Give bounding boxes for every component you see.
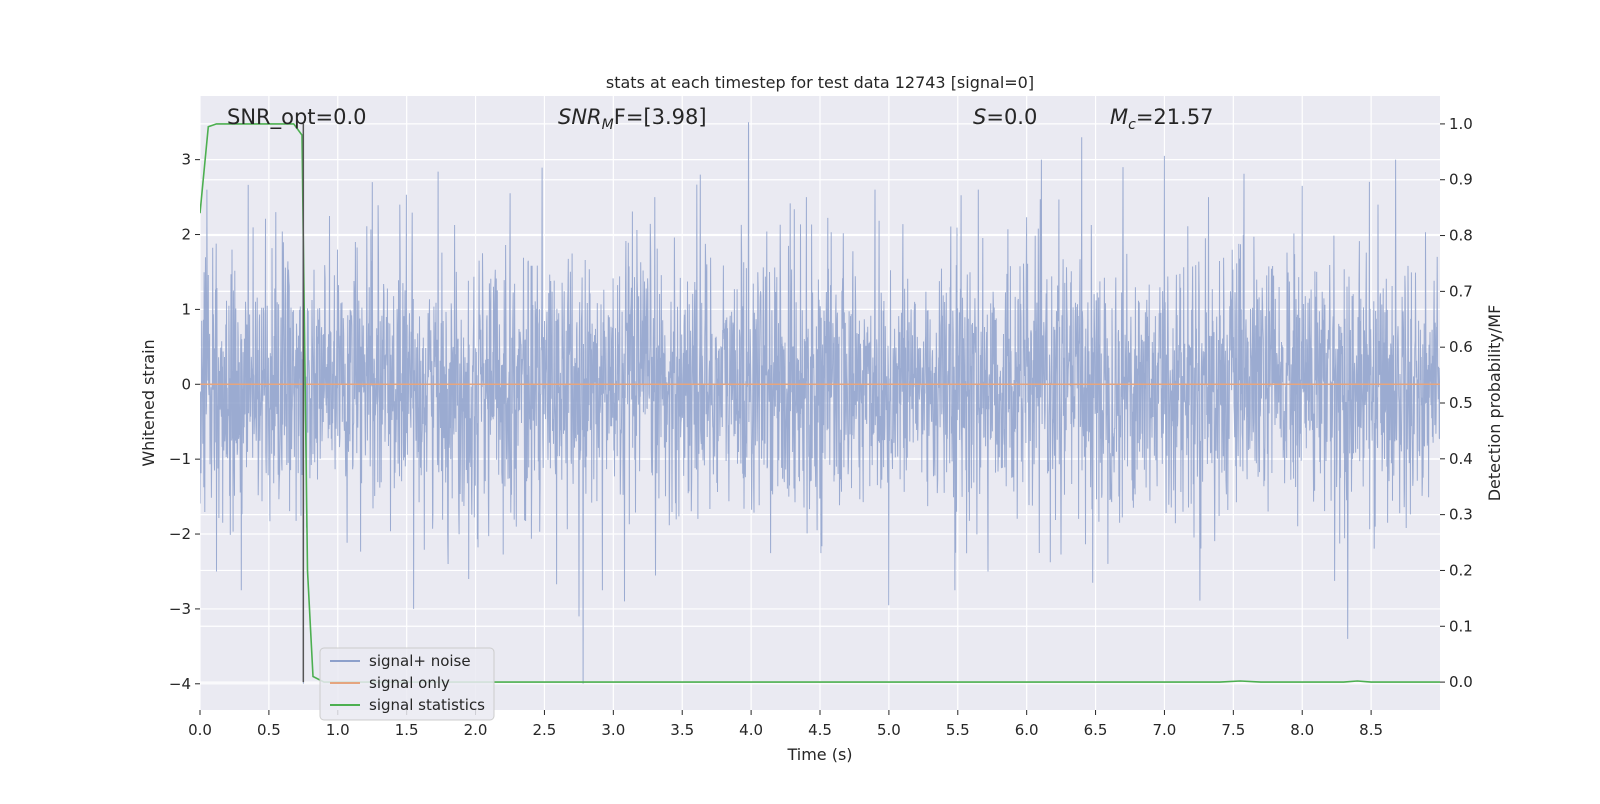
annotation-snr-opt: SNR_opt=0.0 — [227, 105, 367, 130]
yl-tick-label-5: 1 — [181, 300, 191, 318]
x-tick-label-6: 3.0 — [601, 721, 625, 739]
yr-tick-label-6: 0.6 — [1449, 338, 1473, 356]
x-tick-label-10: 5.0 — [877, 721, 901, 739]
legend-box — [319, 647, 495, 721]
annotation-s-stat: S=0.0 — [973, 105, 1037, 129]
x-tick-label-11: 5.5 — [946, 721, 970, 739]
x-tick-label-2: 1.0 — [326, 721, 350, 739]
yr-tick-label-7: 0.7 — [1449, 282, 1473, 300]
x-tick-label-3: 1.5 — [395, 721, 419, 739]
annotation-snr-mf-base: SNR — [558, 105, 602, 129]
yl-tick-label-2: −2 — [169, 525, 191, 543]
annotation-snr-mf: SNRMF=[3.98] — [558, 105, 707, 133]
yl-tick-label-4: 0 — [181, 375, 191, 393]
yr-tick-label-2: 0.2 — [1449, 561, 1473, 579]
annotation-snr-mf-rest: F=[3.98] — [614, 105, 707, 129]
annotation-mc-sub: c — [1128, 117, 1136, 133]
signal-noise-line — [200, 122, 1440, 684]
x-tick-label-16: 8.0 — [1290, 721, 1314, 739]
annotation-mc-rest: =21.57 — [1136, 105, 1214, 129]
x-tick-label-15: 7.5 — [1221, 721, 1245, 739]
x-tick-label-7: 3.5 — [670, 721, 694, 739]
yr-tick-label-5: 0.5 — [1449, 394, 1473, 412]
yl-tick-label-1: −3 — [169, 600, 191, 618]
y-right-axis-ticks: 0.0 0.1 0.2 0.3 0.4 0.5 0.6 0.7 0.8 0.9 1.0 — [1440, 115, 1473, 691]
x-tick-label-1: 0.5 — [257, 721, 281, 739]
yr-tick-label-8: 0.8 — [1449, 227, 1473, 245]
x-tick-label-17: 8.5 — [1359, 721, 1383, 739]
series-signal-statistics — [200, 123, 1440, 683]
signal-statistics-line — [200, 123, 1440, 683]
x-tick-label-8: 4.0 — [739, 721, 763, 739]
x-tick-label-4: 2.0 — [464, 721, 488, 739]
x-tick-label-13: 6.5 — [1084, 721, 1108, 739]
legend-label-signal-statistics: signal statistics — [369, 696, 485, 714]
x-axis-ticks: 0.0 0.5 1.0 1.5 2.0 2.5 3.0 3.5 4.0 4.5 5.0 5.5 6.0 6… — [188, 710, 1383, 739]
yr-tick-label-0: 0.0 — [1449, 673, 1473, 691]
series-signal-noise — [200, 122, 1440, 684]
yl-tick-label-7: 3 — [181, 151, 191, 169]
legend-label-signal-noise: signal+ noise — [369, 652, 471, 670]
yr-tick-label-1: 0.1 — [1449, 617, 1473, 635]
x-tick-label-12: 6.0 — [1015, 721, 1039, 739]
y-right-axis-label: Detection probability/MF — [1485, 305, 1504, 502]
legend: signal+ noise signal only signal statist… — [319, 647, 495, 721]
y-left-axis-ticks: −4 −3 −2 −1 0 1 2 3 — [169, 151, 200, 693]
annotation-s-stat-rest: =0.0 — [986, 105, 1037, 129]
x-tick-label-5: 2.5 — [533, 721, 557, 739]
yl-tick-label-3: −1 — [169, 450, 191, 468]
yl-tick-label-6: 2 — [181, 226, 191, 244]
x-axis-label: Time (s) — [786, 745, 852, 764]
yr-tick-label-9: 0.9 — [1449, 171, 1473, 189]
legend-label-signal-only: signal only — [369, 674, 450, 692]
annotation-mc-base: M — [1110, 105, 1128, 129]
x-tick-label-9: 4.5 — [808, 721, 832, 739]
x-tick-label-14: 7.0 — [1153, 721, 1177, 739]
annotation-chirp-mass: Mc=21.57 — [1110, 105, 1214, 133]
yr-tick-label-4: 0.4 — [1449, 450, 1473, 468]
x-tick-label-0: 0.0 — [188, 721, 212, 739]
annotation-snr-mf-sub: M — [602, 117, 614, 133]
chart-title: stats at each timestep for test data 127… — [606, 73, 1034, 92]
yl-tick-label-0: −4 — [169, 675, 191, 693]
yr-tick-label-3: 0.3 — [1449, 506, 1473, 524]
yr-tick-label-10: 1.0 — [1449, 115, 1473, 133]
y-left-axis-label: Whitened strain — [139, 339, 158, 466]
annotation-s-stat-base: S — [973, 105, 986, 129]
